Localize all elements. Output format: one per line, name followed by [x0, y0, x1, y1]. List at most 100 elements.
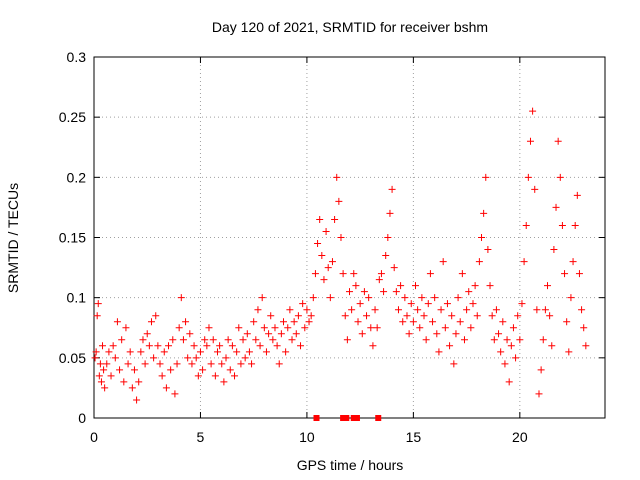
data-point — [184, 354, 192, 362]
data-point — [262, 348, 270, 356]
data-point — [467, 324, 475, 332]
y-tick-label: 0.2 — [67, 169, 87, 185]
data-point — [352, 282, 360, 290]
data-point — [137, 348, 145, 356]
data-point — [367, 324, 375, 332]
data-point — [311, 270, 319, 278]
data-point — [501, 360, 509, 368]
data-point — [179, 336, 187, 344]
data-point — [343, 336, 351, 344]
zero-marker — [353, 415, 360, 421]
data-point — [158, 372, 166, 380]
data-point — [533, 306, 541, 314]
data-point — [122, 324, 130, 332]
data-point — [405, 330, 413, 338]
zero-marker — [375, 415, 382, 421]
data-point — [284, 324, 292, 332]
data-point — [499, 318, 507, 326]
data-point — [107, 372, 115, 380]
data-point — [279, 318, 287, 326]
data-point — [286, 306, 294, 314]
data-point — [422, 336, 430, 344]
data-point — [431, 294, 439, 302]
data-point — [420, 312, 428, 320]
data-point — [128, 384, 136, 392]
data-point — [512, 354, 520, 362]
data-point — [205, 324, 213, 332]
data-point — [531, 185, 539, 193]
data-point — [529, 107, 537, 115]
data-point — [277, 330, 285, 338]
data-point — [145, 342, 153, 350]
data-point — [373, 324, 381, 332]
data-point — [552, 203, 560, 211]
data-point — [346, 288, 353, 296]
data-point — [490, 336, 498, 344]
data-point — [518, 300, 526, 308]
zero-marker — [343, 415, 350, 421]
data-point — [235, 324, 243, 332]
zero-value-markers — [313, 415, 382, 421]
data-point — [260, 324, 268, 332]
data-point — [377, 270, 385, 278]
data-point — [454, 294, 462, 302]
data-point — [565, 348, 573, 356]
data-point — [333, 173, 341, 181]
data-point — [322, 227, 330, 235]
data-point — [237, 360, 245, 368]
data-point — [245, 348, 253, 356]
data-point — [171, 390, 179, 398]
data-point — [203, 342, 211, 350]
data-point — [435, 348, 443, 356]
data-point — [250, 318, 258, 326]
data-point — [190, 342, 198, 350]
data-point — [384, 234, 392, 241]
data-point — [224, 336, 232, 344]
y-axis: 0 0.05 0.1 0.15 0.2 0.25 0.3 — [59, 49, 605, 426]
data-point — [209, 336, 217, 344]
data-point — [414, 306, 422, 314]
data-point — [509, 324, 517, 332]
x-tick-label: 15 — [406, 429, 422, 445]
data-point — [573, 191, 581, 199]
data-point — [458, 270, 466, 278]
data-point — [297, 342, 305, 350]
data-point — [152, 312, 160, 320]
data-point — [424, 300, 432, 308]
data-point — [443, 300, 451, 308]
data-point — [580, 324, 588, 332]
data-point — [126, 348, 134, 356]
y-tick-label: 0.15 — [59, 230, 86, 246]
data-point — [207, 360, 215, 368]
data-point — [452, 330, 460, 338]
data-point — [526, 137, 534, 145]
data-point — [394, 306, 402, 314]
data-point — [135, 378, 143, 386]
data-point — [505, 378, 513, 386]
data-point — [326, 294, 334, 302]
data-point — [409, 318, 417, 326]
data-point — [571, 221, 579, 229]
data-point — [307, 312, 315, 320]
data-point — [465, 288, 473, 296]
data-point — [105, 348, 113, 356]
data-point — [341, 312, 349, 320]
data-point — [563, 318, 571, 326]
data-point — [167, 366, 175, 374]
y-tick-label: 0 — [78, 410, 86, 426]
data-point — [177, 294, 185, 302]
x-tick-label: 5 — [197, 429, 205, 445]
data-point — [469, 300, 477, 308]
data-point — [561, 270, 569, 278]
data-point — [275, 360, 283, 368]
data-point — [273, 342, 281, 350]
data-point — [173, 360, 181, 368]
data-point — [192, 354, 200, 362]
data-point — [301, 324, 309, 332]
data-point — [403, 312, 411, 320]
data-point — [91, 354, 99, 362]
data-point — [397, 282, 405, 290]
data-point — [331, 215, 339, 223]
data-point — [154, 342, 162, 350]
data-point — [541, 306, 549, 314]
